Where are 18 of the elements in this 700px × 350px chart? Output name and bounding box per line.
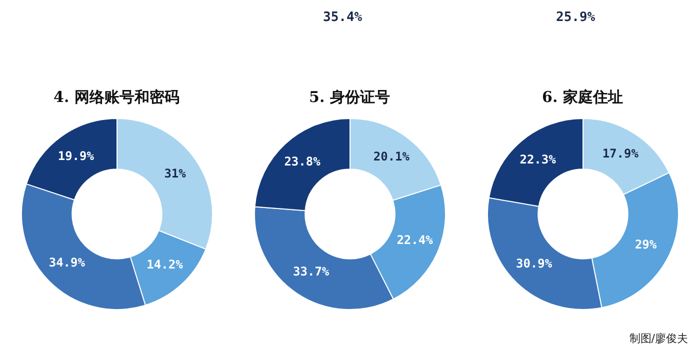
data-label: 14.2%	[146, 258, 184, 272]
chart-title: 4. 网络账号和密码	[52, 88, 180, 108]
data-label: 23.8%	[284, 154, 321, 169]
text: 25.9%	[556, 10, 596, 25]
data-label: 31%	[164, 166, 186, 181]
text: 制图/廖俊夫	[629, 331, 688, 346]
data-label: 20.1%	[372, 149, 410, 164]
data-label: 30.9%	[515, 256, 552, 270]
data-label: 34.9%	[48, 255, 86, 270]
data-label: 17.9%	[602, 146, 639, 161]
data-label: 22.4%	[396, 233, 434, 248]
data-label: 19.9%	[57, 149, 94, 164]
data-label: 33.7%	[292, 264, 330, 279]
chart-title: 6. 家庭住址	[541, 88, 624, 108]
data-label: 22.3%	[519, 152, 556, 166]
text: 35.4%	[323, 10, 362, 25]
data-label: 29%	[634, 237, 657, 252]
chart-title: 5. 身份证号	[308, 88, 391, 108]
